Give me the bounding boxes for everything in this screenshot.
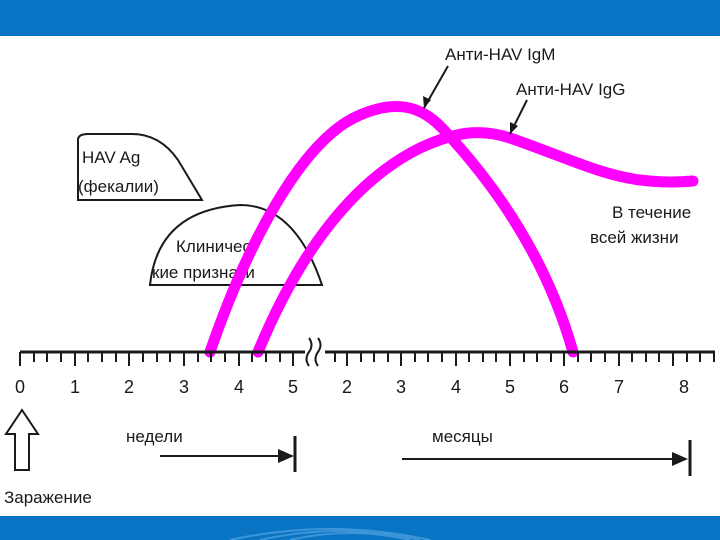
bottom-frame-bar xyxy=(0,516,720,540)
week-tick-label: 4 xyxy=(234,377,244,397)
igm-curve xyxy=(204,100,579,358)
week-tick-label: 0 xyxy=(15,377,25,397)
top-frame-bar xyxy=(0,0,720,36)
week-tick-label: 1 xyxy=(70,377,80,397)
weeks-arrowhead xyxy=(278,449,294,463)
igg-pointer-head xyxy=(510,122,518,134)
week-tick-label: 5 xyxy=(288,377,298,397)
weeks-label: недели xyxy=(126,427,183,446)
igm-pointer-head xyxy=(423,96,431,108)
months-label: месяцы xyxy=(432,427,493,446)
lifelong-label-line1: В течение xyxy=(612,203,691,222)
month-tick-label: 3 xyxy=(396,377,406,397)
bottom-bar-decoration xyxy=(229,528,431,540)
clinical-label-line2: кие признаки xyxy=(152,263,255,282)
month-tick-label: 7 xyxy=(614,377,624,397)
week-tick-label: 2 xyxy=(124,377,134,397)
up-arrow-icon xyxy=(4,408,40,471)
igm-label: Анти-HAV IgM xyxy=(445,45,555,64)
month-tick-label: 8 xyxy=(679,377,689,397)
week-tick-label: 3 xyxy=(179,377,189,397)
igg-label: Анти-HAV IgG xyxy=(516,80,626,99)
month-tick-label: 5 xyxy=(505,377,515,397)
clinical-label-line1: Клиничес- xyxy=(176,237,257,256)
infection-label: Заражение xyxy=(4,488,92,507)
month-tick-label: 2 xyxy=(342,377,352,397)
igg-curve xyxy=(252,127,699,358)
antigen-label-line2: (фекалии) xyxy=(78,177,159,196)
axis-minor-ticks xyxy=(19,352,715,366)
month-tick-label: 6 xyxy=(559,377,569,397)
months-arrowhead xyxy=(672,452,688,466)
wavy-break-icon xyxy=(305,337,322,367)
month-tick-label: 4 xyxy=(451,377,461,397)
antigen-label-line1: HAV Ag xyxy=(82,148,140,167)
antigen-shape xyxy=(77,133,204,201)
lifelong-label-line2: всей жизни xyxy=(590,228,679,247)
